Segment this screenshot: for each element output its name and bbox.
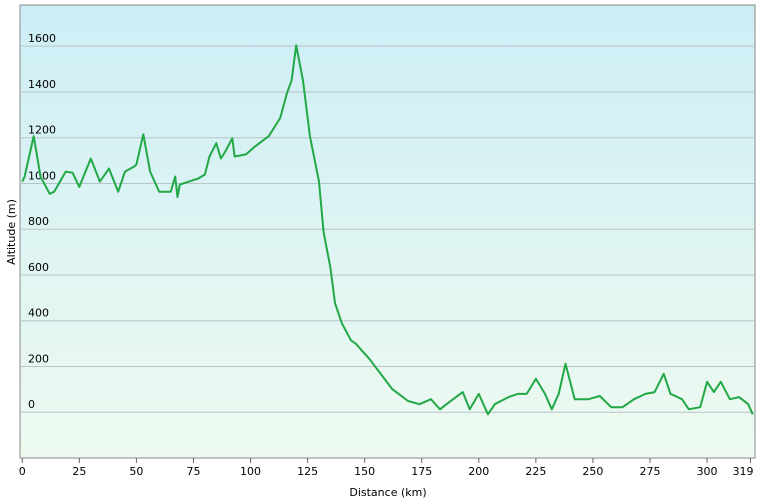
- y-tick-label: 0: [28, 398, 35, 411]
- x-tick-label: 250: [582, 465, 603, 478]
- x-tick-label: 319: [733, 465, 754, 478]
- y-tick-label: 1000: [28, 169, 56, 182]
- y-tick-label: 600: [28, 261, 49, 274]
- x-tick-label: 275: [640, 465, 661, 478]
- x-axis-label: Distance (km): [349, 486, 426, 499]
- y-tick-label: 400: [28, 307, 49, 320]
- x-tick-label: 125: [297, 465, 318, 478]
- x-tick-label: 175: [411, 465, 432, 478]
- x-tick-label: 50: [129, 465, 143, 478]
- x-tick-label: 200: [468, 465, 489, 478]
- x-tick-label: 25: [72, 465, 86, 478]
- y-tick-label: 1600: [28, 32, 56, 45]
- x-tick-label: 300: [697, 465, 718, 478]
- x-tick-label: 100: [240, 465, 261, 478]
- y-tick-label: 1400: [28, 78, 56, 91]
- x-tick-label: 150: [354, 465, 375, 478]
- x-tick-label: 75: [186, 465, 200, 478]
- y-tick-label: 1200: [28, 124, 56, 137]
- y-axis-label: Altitude (m): [5, 199, 18, 265]
- x-tick-label: 225: [525, 465, 546, 478]
- plot-area: [19, 4, 756, 459]
- x-tick-label: 0: [19, 465, 26, 478]
- y-tick-label: 800: [28, 215, 49, 228]
- y-tick-label: 200: [28, 352, 49, 365]
- altitude-line: [21, 44, 754, 416]
